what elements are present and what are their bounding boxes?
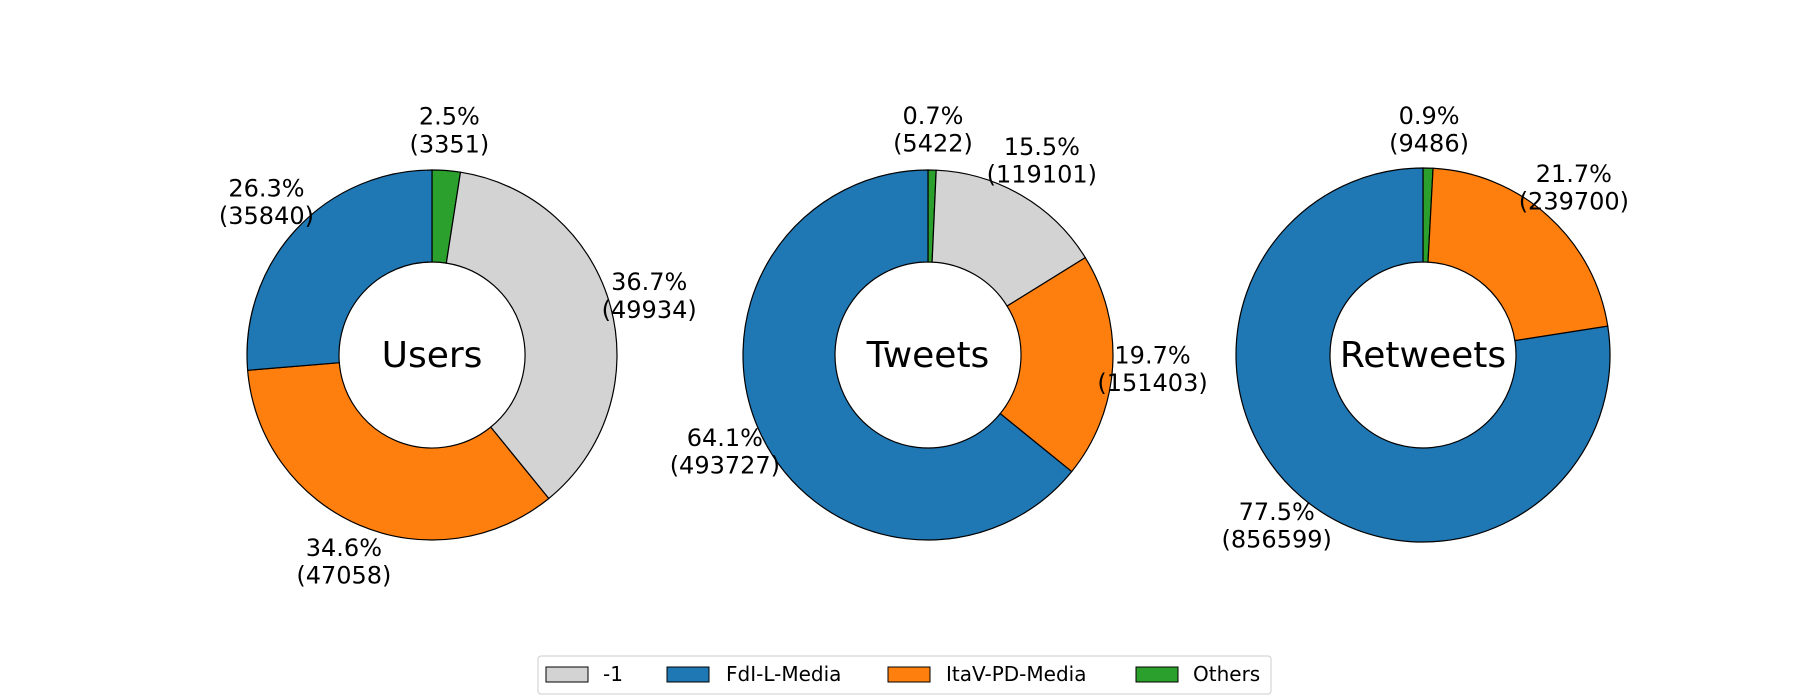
slice-value-label: 0.7% (5422) <box>893 102 973 158</box>
slice-count-label: (49934) <box>602 296 697 324</box>
legend: -1 FdI-L-Media ItaV-PD-Media Others <box>537 655 1272 695</box>
slice-count-label: (856599) <box>1222 526 1332 554</box>
slice-value-label: 0.9% (9486) <box>1389 102 1469 158</box>
donut-slice-fdi-l-media <box>246 169 433 371</box>
slice-percent-label: 0.9% <box>1399 102 1460 130</box>
slice-percent-label: 15.5% <box>1004 133 1080 161</box>
slice-percent-label: 34.6% <box>306 534 382 562</box>
slice-percent-label: 77.5% <box>1239 498 1315 526</box>
slice-count-label: (9486) <box>1389 130 1469 158</box>
legend-swatch-none <box>545 666 589 683</box>
donut-chart-retweets: 0.9% (9486) 21.7% (239700) 77.5% (856599) Retw… <box>1222 102 1630 553</box>
donut-chart-tweets: 0.7% (5422) 15.5% (119101)19.7% (151403)64.1… <box>670 102 1208 541</box>
slice-percent-label: 64.1% <box>687 424 763 452</box>
legend-label-fdi-l-media: FdI-L-Media <box>726 662 841 686</box>
legend-swatch-itav-pd-media <box>887 666 931 683</box>
slice-count-label: (47058) <box>296 562 391 590</box>
legend-label-others: Others <box>1193 662 1260 686</box>
slice-value-label: 64.1% (493727) <box>670 424 780 480</box>
slice-percent-label: 36.7% <box>611 268 687 296</box>
slice-count-label: (119101) <box>987 161 1097 189</box>
slice-count-label: (35840) <box>219 202 314 230</box>
charts-layer: 2.5% (3351)36.7% (49934)34.6% (47058)26.3%(… <box>219 102 1629 590</box>
slice-value-label: 15.5% (119101) <box>987 133 1097 189</box>
legend-label-itav-pd-media: ItaV-PD-Media <box>946 662 1086 686</box>
slice-value-label: 21.7% (239700) <box>1519 160 1629 216</box>
slice-count-label: (3351) <box>409 130 489 158</box>
legend-swatch-fdi-l-media <box>666 666 710 683</box>
slice-value-label: 77.5% (856599) <box>1222 498 1332 554</box>
donut-slice-fdi-l-media <box>742 169 1073 541</box>
donut-chart-users: 2.5% (3351)36.7% (49934)34.6% (47058)26.3%(… <box>219 103 697 590</box>
slice-value-label: 36.7% (49934) <box>602 268 697 324</box>
slice-count-label: (239700) <box>1519 188 1629 216</box>
donut-slice-fdi-l-media <box>1235 167 1611 543</box>
donut-slice-1 <box>445 171 618 500</box>
donut-center-label: Tweets <box>866 335 990 376</box>
slice-value-label: 26.3% (35840) <box>219 175 314 231</box>
slice-count-label: (493727) <box>670 451 780 479</box>
legend-label-none: -1 <box>603 662 623 686</box>
slice-count-label: (151403) <box>1097 369 1207 397</box>
slice-value-label: 19.7% (151403) <box>1097 341 1207 397</box>
donut-slice-itav-pd-media <box>1427 167 1609 342</box>
slice-percent-label: 19.7% <box>1114 341 1190 369</box>
slice-value-label: 2.5% (3351) <box>409 103 489 159</box>
donut-center-label: Users <box>382 335 483 376</box>
slice-percent-label: 0.7% <box>902 102 963 130</box>
slice-percent-label: 21.7% <box>1536 160 1612 188</box>
legend-swatch-others <box>1135 666 1179 683</box>
donut-slice-itav-pd-media <box>999 256 1114 473</box>
slice-percent-label: 2.5% <box>419 103 480 131</box>
slice-count-label: (5422) <box>893 130 973 158</box>
slice-value-label: 34.6% (47058) <box>296 534 391 590</box>
donut-center-label: Retweets <box>1340 335 1506 376</box>
donut-slice-itav-pd-media <box>246 362 550 541</box>
slice-percent-label: 26.3% <box>228 175 304 203</box>
